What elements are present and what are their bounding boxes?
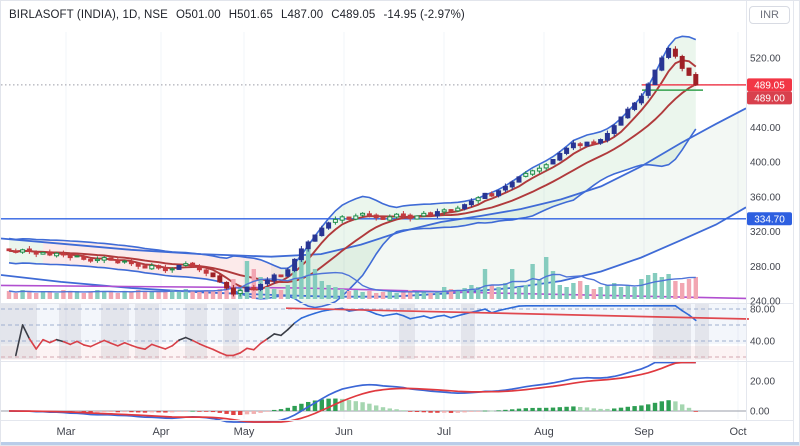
- time-tick-apr: Apr: [152, 426, 169, 438]
- macd-pane[interactable]: [1, 361, 746, 423]
- time-tick-oct: Oct: [729, 426, 746, 438]
- time-tick-jun: Jun: [335, 426, 353, 438]
- time-tick-may: May: [234, 426, 255, 438]
- change-value: -14.95 (-2.97%): [383, 9, 465, 21]
- svg-text:440.00: 440.00: [750, 123, 781, 134]
- rsi-pane[interactable]: [1, 304, 750, 360]
- time-axis[interactable]: Mar Apr May Jun Jul Aug Sep Oct: [57, 426, 747, 438]
- chart-legend[interactable]: BIRLASOFT (INDIA), 1D, NSE O501.00 H501.65…: [9, 9, 473, 21]
- svg-text:320.00: 320.00: [750, 227, 781, 238]
- low-value: L487.00: [280, 9, 324, 21]
- svg-text:334.70: 334.70: [754, 214, 785, 225]
- symbol-title[interactable]: BIRLASOFT (INDIA), 1D, NSE: [9, 9, 168, 21]
- price-badge-last: [747, 78, 792, 92]
- svg-text:0.00: 0.00: [750, 407, 770, 418]
- svg-text:280.00: 280.00: [750, 262, 781, 273]
- svg-text:20.00: 20.00: [750, 377, 775, 388]
- open-value: O501.00: [175, 9, 221, 21]
- svg-text:360.00: 360.00: [750, 192, 781, 203]
- time-tick-aug: Aug: [534, 426, 554, 438]
- price-badge-alert: [747, 91, 792, 105]
- time-tick-sep: Sep: [634, 426, 654, 438]
- svg-text:489.00: 489.00: [754, 93, 785, 104]
- candles[interactable]: [6, 46, 699, 297]
- price-axis[interactable]: 520.00 440.00 400.00 360.00 320.00 280.00 240.…: [747, 53, 792, 418]
- svg-text:80.00: 80.00: [750, 305, 775, 316]
- svg-text:489.05: 489.05: [754, 80, 785, 91]
- time-tick-jul: Jul: [437, 426, 451, 438]
- svg-text:400.00: 400.00: [750, 158, 781, 169]
- price-badge-level: [747, 212, 792, 226]
- currency-button[interactable]: INR: [749, 6, 790, 24]
- close-value: C489.05: [331, 9, 376, 21]
- time-tick-mar: Mar: [57, 426, 76, 438]
- svg-text:40.00: 40.00: [750, 337, 775, 348]
- svg-text:520.00: 520.00: [750, 53, 781, 64]
- high-value: H501.65: [228, 9, 273, 21]
- grid-layer[interactable]: [65, 32, 739, 419]
- svg-text:240.00: 240.00: [750, 297, 781, 308]
- price-pane[interactable]: [1, 35, 747, 309]
